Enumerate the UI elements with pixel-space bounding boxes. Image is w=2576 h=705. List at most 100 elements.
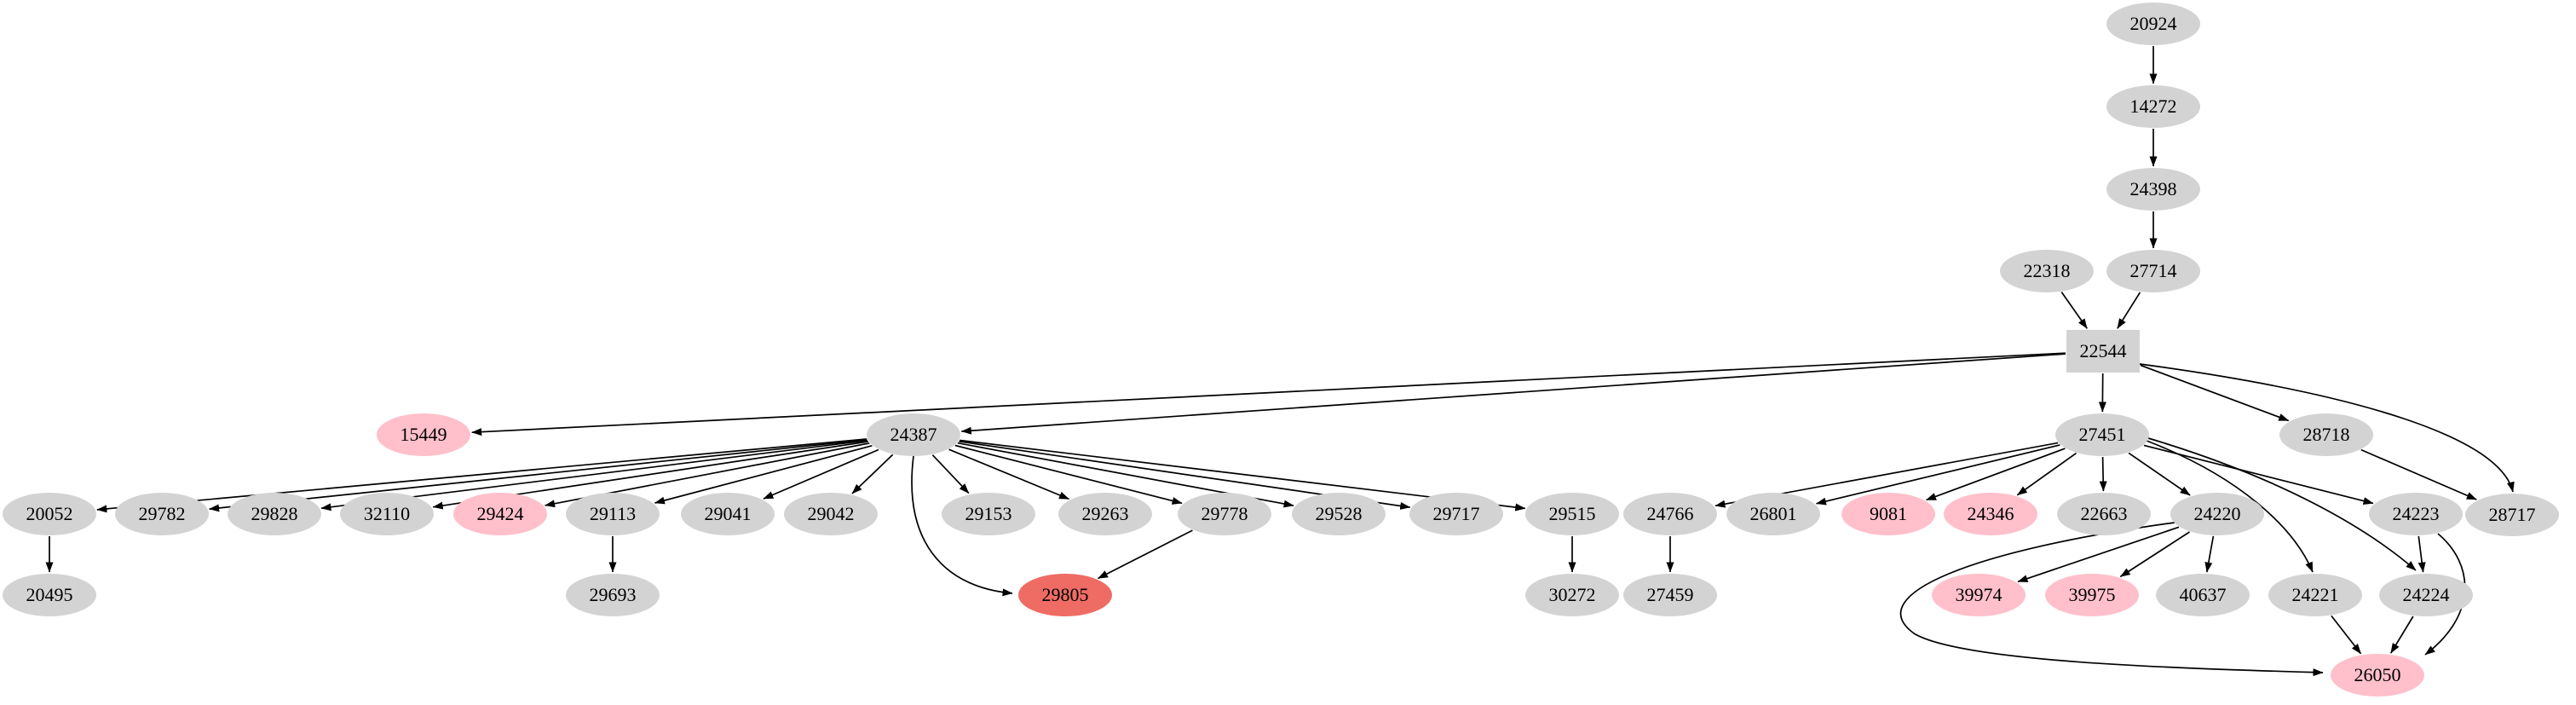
edge-24220-40637: [2204, 535, 2215, 573]
node-ellipse-29041: [681, 493, 775, 535]
node-ellipse-28718: [2279, 413, 2373, 456]
node-32110: 32110: [340, 493, 434, 535]
node-29782: 29782: [115, 493, 209, 535]
node-ellipse-29828: [228, 493, 321, 535]
node-label-24221: 24221: [2292, 584, 2339, 605]
node-20924: 20924: [2106, 3, 2200, 45]
node-29042: 29042: [784, 493, 878, 535]
node-label-29778: 29778: [1202, 503, 1248, 524]
edge-22544-24387: [960, 353, 2066, 435]
node-ellipse-30272: [1525, 574, 1619, 616]
edge-24220-39974: [2017, 526, 2180, 583]
node-ellipse-29693: [566, 574, 660, 616]
node-label-39975: 39975: [2069, 584, 2116, 605]
node-ellipse-15449: [377, 413, 470, 456]
edge-24387-29041: [763, 448, 879, 500]
edges-layer: [45, 46, 2515, 677]
edge-24220-26050: [1899, 522, 2324, 677]
node-14272: 14272: [2106, 85, 2200, 128]
node-ellipse-27451: [2055, 413, 2149, 456]
node-ellipse-28717: [2465, 494, 2559, 536]
node-26050: 26050: [2331, 654, 2424, 696]
node-15449: 15449: [377, 413, 470, 456]
node-22663: 22663: [2057, 493, 2151, 535]
node-29778: 29778: [1178, 493, 1271, 535]
edge-29778-29805: [1098, 529, 1193, 580]
node-29041: 29041: [681, 493, 775, 535]
nodes-layer: 20924 14272 24398 22318 27714 22544 15449 24387…: [3, 3, 2559, 696]
edge-27451-22663: [2099, 456, 2107, 492]
node-label-9081: 9081: [1870, 503, 1907, 524]
node-30272: 30272: [1525, 574, 1619, 616]
edge-24387-29805: [911, 455, 1013, 597]
node-24766: 24766: [1623, 493, 1717, 535]
node-ellipse-24220: [2170, 493, 2264, 535]
node-ellipse-24387: [867, 413, 960, 456]
node-label-14272: 14272: [2130, 95, 2177, 117]
node-39974: 39974: [1932, 574, 2026, 616]
node-29113: 29113: [566, 493, 660, 535]
node-ellipse-24346: [1944, 493, 2037, 535]
edge-24223-24224: [2418, 535, 2426, 573]
node-ellipse-29424: [453, 493, 547, 535]
edge-24387-20052: [96, 438, 867, 513]
node-ellipse-24224: [2379, 574, 2473, 616]
node-label-24224: 24224: [2403, 584, 2450, 605]
node-24398: 24398: [2106, 168, 2200, 211]
edge-22544-28717: [2139, 363, 2515, 493]
node-ellipse-29153: [942, 493, 1035, 535]
node-label-32110: 32110: [364, 503, 410, 524]
edge-24387-29153: [931, 454, 970, 494]
node-29828: 29828: [228, 493, 321, 535]
node-ellipse-20495: [3, 574, 96, 616]
node-27714: 27714: [2106, 250, 2200, 292]
node-label-26801: 26801: [1750, 503, 1797, 524]
node-ellipse-14272: [2106, 85, 2200, 128]
node-29805: 29805: [1018, 574, 1112, 616]
node-ellipse-29113: [566, 493, 660, 535]
node-label-29805: 29805: [1042, 584, 1089, 605]
node-29693: 29693: [566, 574, 660, 616]
node-ellipse-20052: [3, 493, 96, 535]
node-ellipse-24398: [2106, 168, 2200, 211]
node-27451: 27451: [2055, 413, 2149, 456]
edge-24221-26050: [2331, 615, 2362, 655]
node-28717: 28717: [2465, 494, 2559, 536]
node-ellipse-29717: [1409, 493, 1503, 535]
edge-28718-28717: [2360, 448, 2477, 500]
node-label-22544: 22544: [2080, 340, 2127, 361]
node-ellipse-39974: [1932, 574, 2026, 616]
node-label-29042: 29042: [808, 503, 855, 524]
node-ellipse-24223: [2369, 493, 2463, 535]
edge-27451-9081: [1926, 448, 2066, 501]
node-24387: 24387: [867, 413, 960, 456]
node-label-24398: 24398: [2130, 178, 2177, 199]
edge-24387-29778: [954, 444, 1183, 505]
node-29424: 29424: [453, 493, 547, 535]
node-ellipse-29805: [1018, 574, 1112, 616]
edge-22544-15449: [471, 352, 2066, 436]
edge-24224-26050: [2389, 615, 2414, 654]
node-29515: 29515: [1525, 493, 1619, 535]
node-label-29041: 29041: [705, 503, 752, 524]
edge-24387-29263: [948, 448, 1069, 500]
node-label-24346: 24346: [1968, 503, 2014, 524]
node-ellipse-27714: [2106, 250, 2200, 292]
node-28718: 28718: [2279, 413, 2373, 456]
node-label-27459: 27459: [1647, 584, 1694, 605]
edge-24220-39975: [2119, 531, 2190, 578]
node-ellipse-29042: [784, 493, 878, 535]
node-39975: 39975: [2045, 574, 2139, 616]
edge-24387-29042: [851, 454, 894, 494]
node-label-29263: 29263: [1082, 503, 1129, 524]
node-label-28718: 28718: [2303, 424, 2350, 445]
node-26801: 26801: [1726, 493, 1820, 535]
edge-27451-26801: [1816, 444, 2060, 506]
node-ellipse-39975: [2045, 574, 2139, 616]
node-label-29424: 29424: [477, 503, 524, 524]
node-label-29717: 29717: [1433, 503, 1480, 524]
node-ellipse-29528: [1292, 493, 1386, 535]
node-ellipse-22663: [2057, 493, 2151, 535]
